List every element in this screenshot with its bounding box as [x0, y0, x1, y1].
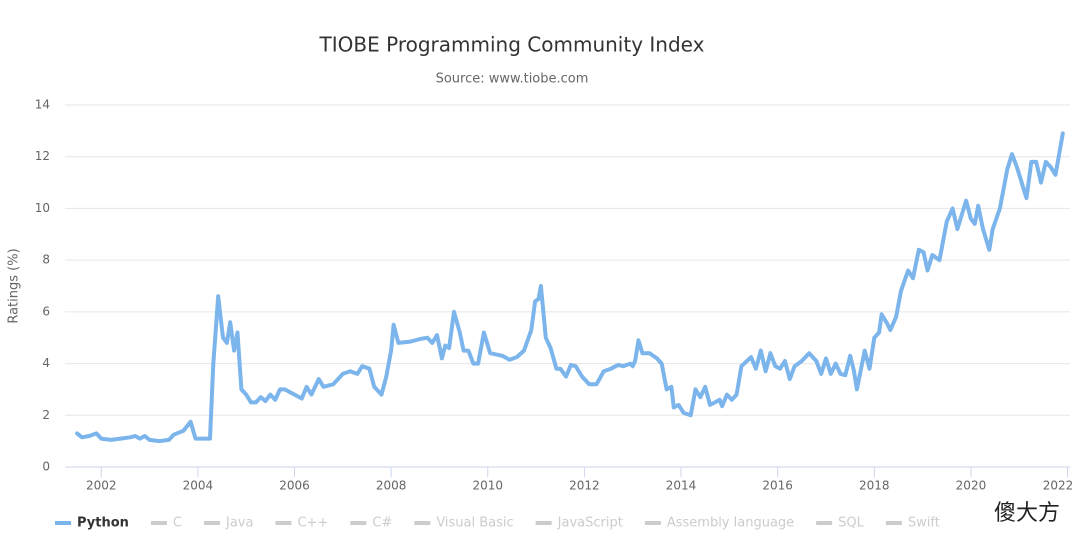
- x-tick-label: 2006: [279, 479, 310, 493]
- x-tick-label: 2020: [956, 479, 987, 493]
- x-tick-label: 2012: [569, 479, 600, 493]
- x-tick-label: 2010: [473, 479, 504, 493]
- legend-item[interactable]: Java: [225, 516, 253, 531]
- x-tick-label: 2018: [859, 479, 890, 493]
- y-tick-label: 10: [35, 201, 50, 215]
- y-tick-label: 6: [42, 304, 50, 318]
- x-tick-label: 2022: [1043, 479, 1074, 493]
- legend-item[interactable]: Python: [77, 516, 129, 531]
- x-tick-label: 2008: [376, 479, 407, 493]
- legend-item[interactable]: SQL: [838, 516, 864, 531]
- legend-item[interactable]: C++: [297, 516, 328, 531]
- legend-item[interactable]: Visual Basic: [436, 516, 513, 531]
- y-tick-label: 0: [42, 460, 50, 474]
- x-tick-label: 2004: [183, 479, 214, 493]
- chart-subtitle: Source: www.tiobe.com: [436, 72, 589, 87]
- x-tick-label: 2016: [762, 479, 793, 493]
- line-series: [75, 131, 1065, 444]
- legend-item[interactable]: C#: [372, 516, 392, 531]
- y-tick-label: 2: [42, 408, 50, 422]
- x-tick-label: 2014: [666, 479, 697, 493]
- legend-item[interactable]: C: [173, 516, 182, 531]
- y-tick-label: 8: [42, 253, 50, 267]
- legend-item[interactable]: JavaScript: [557, 516, 623, 531]
- y-tick-label: 14: [35, 98, 50, 112]
- x-tick-label: 2002: [86, 479, 117, 493]
- y-tick-label: 4: [42, 356, 50, 370]
- y-axis-label: Ratings (%): [7, 248, 22, 323]
- y-tick-label: 12: [35, 149, 50, 163]
- watermark: 傻大方: [994, 501, 1060, 526]
- legend-item[interactable]: Assembly language: [667, 516, 794, 531]
- legend-item[interactable]: Swift: [908, 516, 940, 531]
- chart-title: TIOBE Programming Community Index: [319, 33, 705, 57]
